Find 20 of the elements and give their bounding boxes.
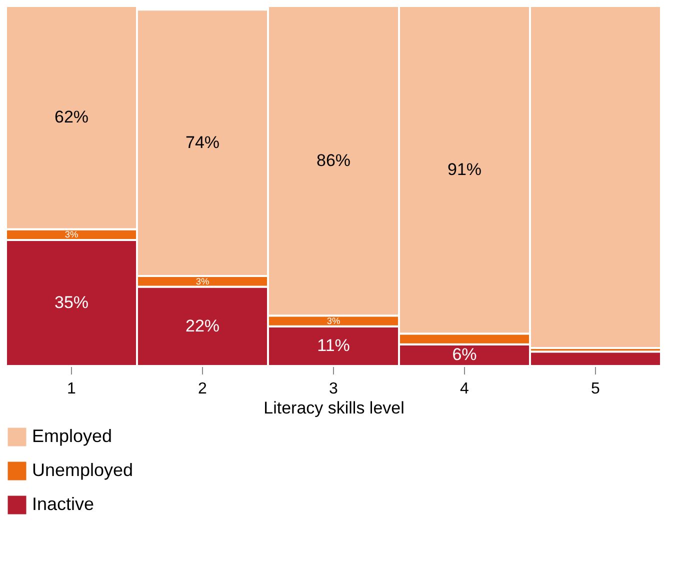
x-tick-label: 5 xyxy=(591,380,600,398)
data-label: 3% xyxy=(196,276,210,286)
data-label: 3% xyxy=(326,316,340,326)
x-tick-label: 2 xyxy=(198,380,208,398)
x-axis-title: Literacy skills level xyxy=(264,398,404,418)
data-label: 62% xyxy=(54,108,89,127)
data-label: 86% xyxy=(316,150,351,170)
x-tick-label: 1 xyxy=(67,380,76,398)
x-tick-label: 3 xyxy=(329,380,338,398)
data-label: 6% xyxy=(452,345,477,364)
data-label: 35% xyxy=(54,293,89,312)
x-tick-label: 4 xyxy=(460,380,470,398)
legend-label: Unemployed xyxy=(32,460,134,480)
legend-label: Employed xyxy=(32,426,112,446)
data-label: 74% xyxy=(185,132,220,152)
legend-label: Inactive xyxy=(32,494,94,514)
data-label: 22% xyxy=(185,316,220,336)
data-label: 11% xyxy=(317,336,350,356)
data-label: 91% xyxy=(447,160,482,179)
data-label: 3% xyxy=(64,230,78,240)
